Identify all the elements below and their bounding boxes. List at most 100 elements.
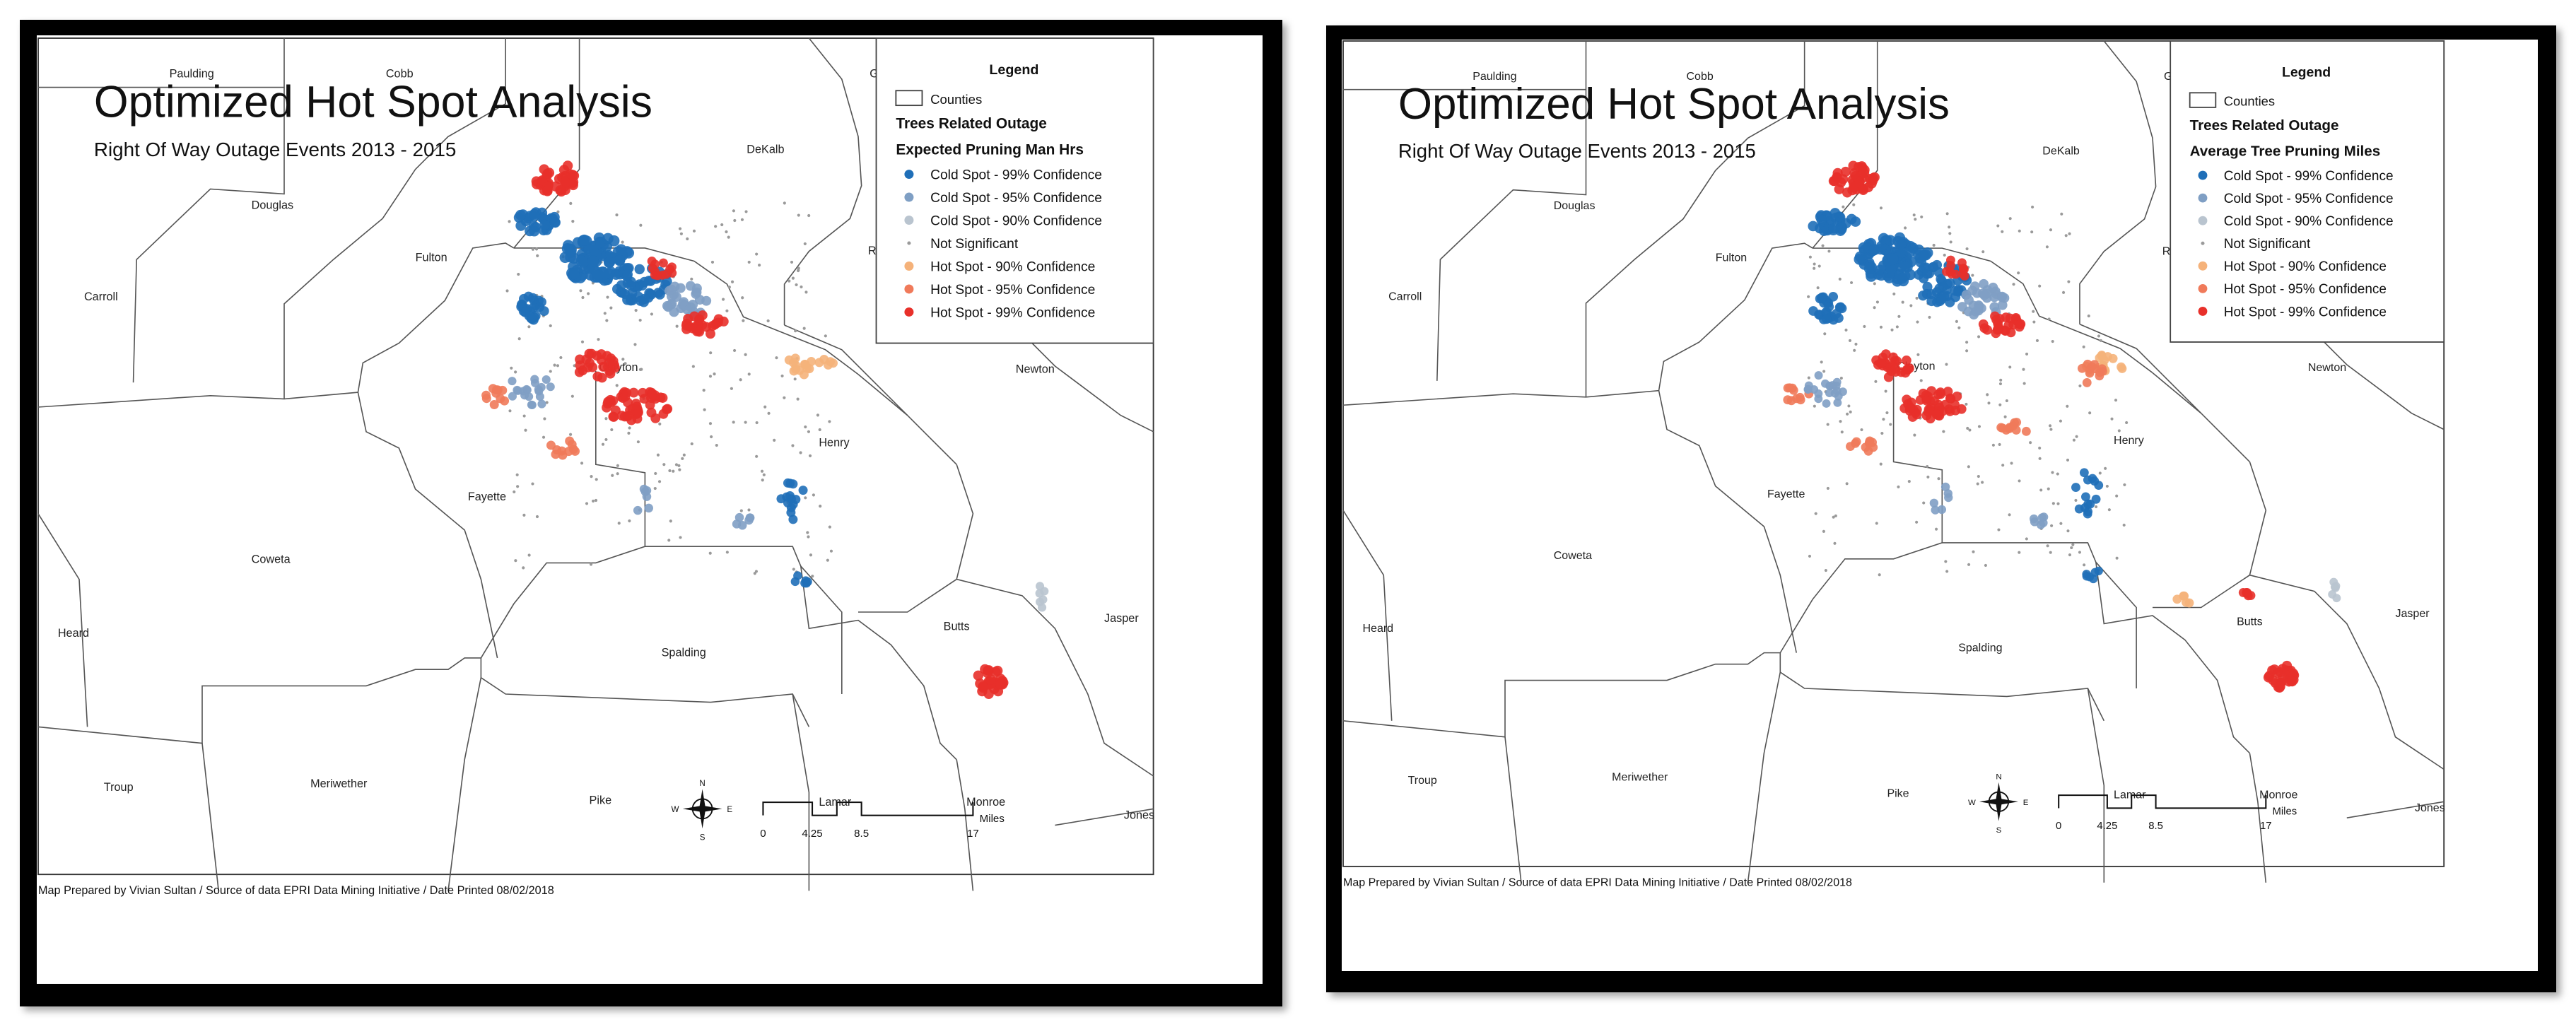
point-not-significant: [747, 508, 751, 512]
spot-point: [1814, 371, 1823, 380]
spot-point: [1940, 482, 1950, 492]
county-boundary: [1342, 242, 1813, 406]
point-not-significant: [516, 485, 520, 488]
spot-point: [1866, 262, 1878, 273]
spot-point: [1808, 306, 1818, 316]
spot-point: [1950, 405, 1961, 416]
north-label: N: [699, 779, 705, 788]
spot-point: [2100, 356, 2109, 365]
county-boundary: [2249, 753, 2267, 883]
spot-point: [2181, 597, 2191, 607]
west-label: W: [1968, 799, 1976, 807]
spot-point: [1960, 264, 1969, 274]
point-not-significant: [595, 478, 598, 481]
county-boundary: [1658, 390, 1797, 653]
spot-point: [1816, 214, 1827, 225]
point-not-significant: [739, 509, 743, 512]
point-not-significant: [1824, 568, 1827, 572]
spot-point: [1904, 403, 1915, 413]
spot-point: [788, 515, 798, 524]
point-not-significant: [615, 384, 619, 387]
point-not-significant: [725, 230, 728, 234]
county-label: Carroll: [84, 290, 118, 303]
county-boundary: [1779, 369, 1943, 654]
point-not-significant: [818, 428, 821, 432]
spot-point: [1848, 160, 1858, 171]
county-boundary: [37, 657, 810, 744]
spot-point: [1885, 263, 1897, 274]
point-not-significant: [732, 209, 735, 213]
spot-point: [1944, 493, 1953, 503]
point-not-significant: [604, 437, 608, 442]
legend-item-label: Not Significant: [930, 237, 1019, 252]
county-label: Meriwether: [310, 777, 368, 790]
point-not-significant: [740, 218, 744, 221]
legend-item-label: Cold Spot - 95% Confidence: [2224, 192, 2394, 206]
point-not-significant: [2010, 462, 2013, 465]
spot-point: [527, 400, 537, 410]
scale-bar-line: [762, 801, 974, 816]
point-not-significant: [2049, 228, 2053, 232]
point-not-significant: [1852, 203, 1856, 206]
county-boundaries: [1342, 40, 2445, 883]
point-not-significant: [2048, 424, 2052, 428]
east-label: E: [2023, 799, 2029, 807]
spot-point: [529, 208, 540, 220]
point-not-significant: [541, 435, 546, 439]
point-not-significant: [662, 463, 666, 466]
point-not-significant: [799, 451, 802, 454]
point-not-significant: [1813, 266, 1816, 270]
point-not-significant: [628, 426, 631, 430]
legend: Legend Counties Trees Related Outage Averag…: [2170, 40, 2445, 343]
spot-point: [648, 264, 657, 273]
point-not-significant: [796, 397, 800, 401]
spot-point: [1868, 172, 1878, 184]
spot-point: [1950, 286, 1961, 296]
point-not-significant: [675, 324, 679, 328]
county-boundary: [37, 242, 515, 408]
spot-point: [642, 486, 652, 495]
point-not-significant: [829, 549, 833, 553]
spot-point: [1896, 272, 1908, 284]
county-boundary: [2346, 801, 2445, 818]
legend-symbol: [2198, 261, 2208, 271]
point-not-significant: [601, 442, 605, 446]
spot-point: [2071, 483, 2080, 492]
spot-point: [578, 257, 590, 268]
spot-point: [1783, 395, 1793, 405]
point-not-significant: [580, 340, 585, 343]
spot-point: [609, 411, 619, 422]
spot-point: [603, 268, 615, 280]
point-not-significant: [809, 553, 813, 557]
spot-point: [2285, 676, 2297, 686]
spot-point: [657, 393, 668, 403]
spot-point: [783, 478, 792, 488]
point-not-significant: [1827, 249, 1831, 253]
point-not-significant: [2018, 551, 2021, 554]
point-not-significant: [627, 431, 631, 435]
point-not-significant: [692, 229, 696, 233]
point-not-significant: [1878, 573, 1881, 577]
point-not-significant: [1826, 486, 1829, 491]
county-label: Cobb: [386, 68, 414, 81]
point-not-significant: [807, 535, 810, 539]
spot-point: [662, 300, 672, 311]
point-not-significant: [2047, 487, 2050, 491]
point-not-significant: [524, 428, 527, 432]
spot-point: [995, 679, 1006, 690]
spot-point: [1934, 283, 1945, 294]
point-not-significant: [730, 387, 733, 390]
point-not-significant: [2056, 472, 2059, 476]
county-boundary: [2095, 562, 2250, 754]
spot-point: [785, 491, 795, 501]
point-not-significant: [508, 220, 511, 223]
spot-point: [1931, 505, 1940, 515]
legend-item-label: Cold Spot - 90% Confidence: [2224, 214, 2394, 229]
point-not-significant: [1967, 465, 1970, 469]
spot-point: [2082, 572, 2091, 581]
point-not-significant: [615, 213, 619, 217]
spot-point: [1785, 383, 1794, 393]
point-not-significant: [2008, 365, 2012, 369]
point-not-significant: [668, 469, 672, 473]
point-not-significant: [1879, 325, 1883, 329]
